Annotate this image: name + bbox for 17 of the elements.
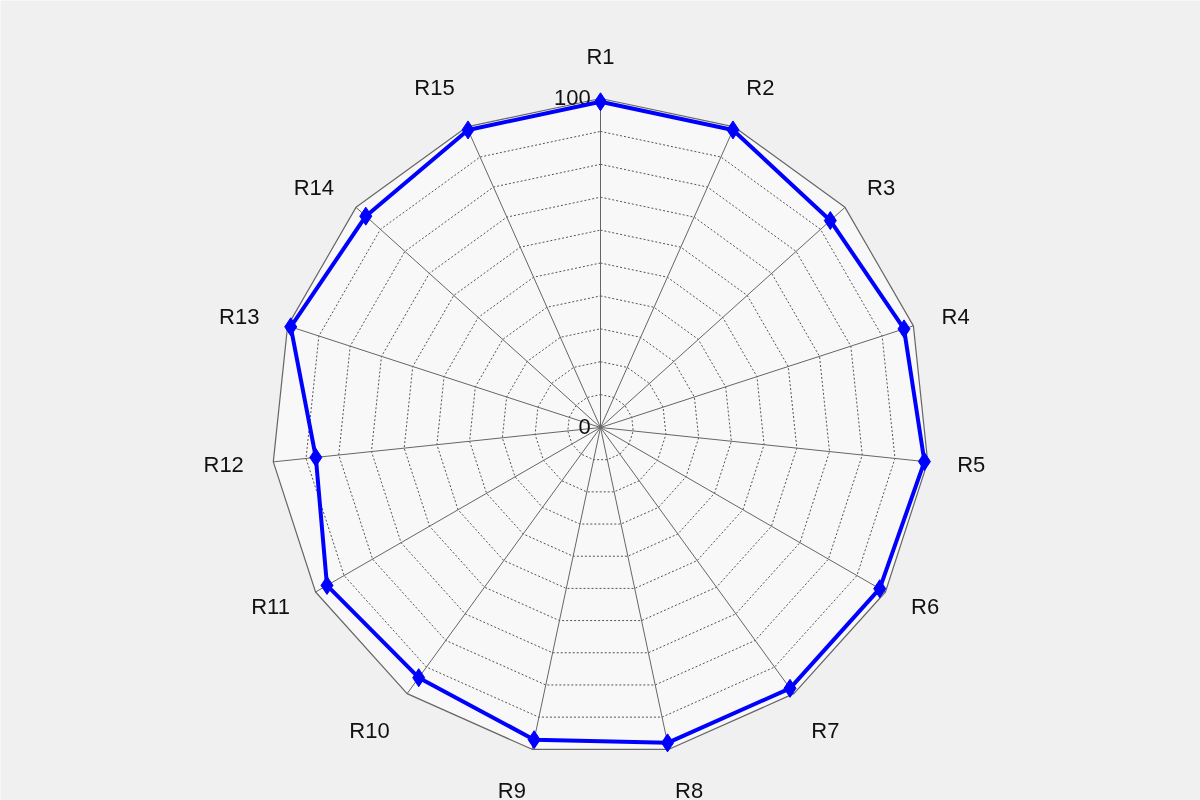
spoke-label: R15 — [414, 74, 455, 100]
spoke-label: R14 — [293, 175, 334, 201]
y-tick-label: 100 — [553, 85, 591, 111]
spoke-label: R5 — [957, 452, 986, 478]
spoke-label: R1 — [586, 43, 615, 69]
spoke-label: R11 — [251, 594, 290, 620]
spoke-label: R3 — [867, 175, 896, 201]
spoke-label: R6 — [911, 594, 940, 620]
spoke-label: R4 — [941, 304, 970, 330]
spoke-label: R9 — [497, 778, 526, 800]
spoke-label: R8 — [675, 778, 704, 800]
y-tick-label: 0 — [578, 414, 591, 440]
spoke-label: R12 — [203, 452, 244, 478]
spoke-label: R7 — [811, 717, 840, 743]
spoke-label: R13 — [219, 304, 260, 330]
spoke-label: R10 — [349, 717, 390, 743]
spoke-label: R2 — [746, 74, 775, 100]
